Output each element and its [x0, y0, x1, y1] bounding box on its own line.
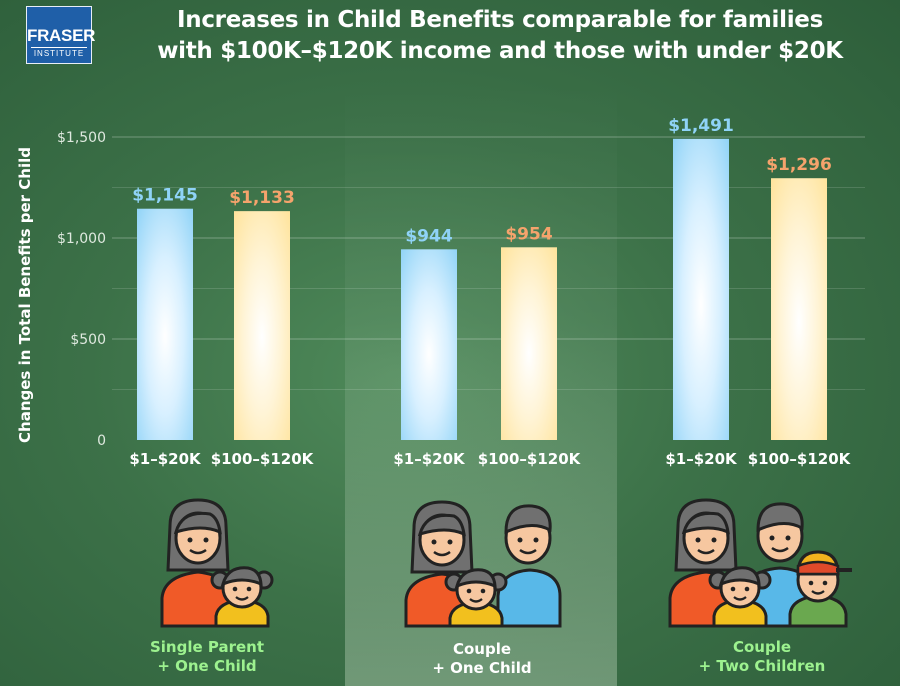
bar [234, 211, 290, 440]
logo-line1: FRASER [27, 26, 96, 45]
bar [673, 138, 729, 440]
x-category-label: $1–$20K [393, 450, 466, 468]
bar [501, 247, 557, 440]
x-category-label: $100–$120K [211, 450, 315, 468]
chart-title-line1: Increases in Child Benefits comparable f… [177, 7, 823, 33]
x-category-label: $1–$20K [665, 450, 738, 468]
bar-value-label: $944 [405, 226, 452, 246]
bar [401, 249, 457, 440]
bar [137, 208, 193, 440]
couple-one-child-icon [404, 500, 562, 628]
logo-line2: INSTITUTE [31, 47, 87, 58]
group-label-line1: Couple [452, 640, 512, 658]
y-tick-label: 0 [97, 433, 106, 449]
bar-value-label: $1,296 [766, 155, 832, 175]
x-category-label: $100–$120K [478, 450, 582, 468]
group-label-line1: Single Parent [149, 638, 265, 656]
x-category-label: $1–$20K [129, 450, 202, 468]
group-label-single-parent: Single Parent + One Child [97, 638, 317, 676]
x-category-label: $100–$120K [748, 450, 852, 468]
group-label-couple-two-children: Couple + Two Children [652, 638, 872, 676]
group-label-line1: Couple [732, 638, 792, 656]
group-label-line2: + Two Children [698, 657, 826, 675]
bar [771, 178, 827, 440]
bar-value-label: $1,133 [229, 188, 295, 208]
bar-value-label: $1,491 [668, 116, 734, 136]
fraser-institute-logo: FRASER INSTITUTE [26, 6, 96, 64]
couple-two-children-icon [668, 498, 852, 628]
chart-title-line2: with $100K–$120K income and those with u… [157, 38, 843, 64]
group-label-couple-one-child: Couple + One Child [372, 640, 592, 678]
y-tick-label: $1,000 [57, 231, 106, 247]
bar-value-label: $954 [505, 224, 552, 244]
chart-title: Increases in Child Benefits comparable f… [100, 5, 900, 67]
group-label-line2: + One Child [432, 659, 532, 677]
group-label-line2: + One Child [157, 657, 257, 675]
y-tick-label: $1,500 [57, 130, 106, 146]
bar-value-label: $1,145 [132, 186, 198, 206]
y-tick-label: $500 [70, 332, 106, 348]
single-parent-one-child-icon [160, 498, 274, 628]
